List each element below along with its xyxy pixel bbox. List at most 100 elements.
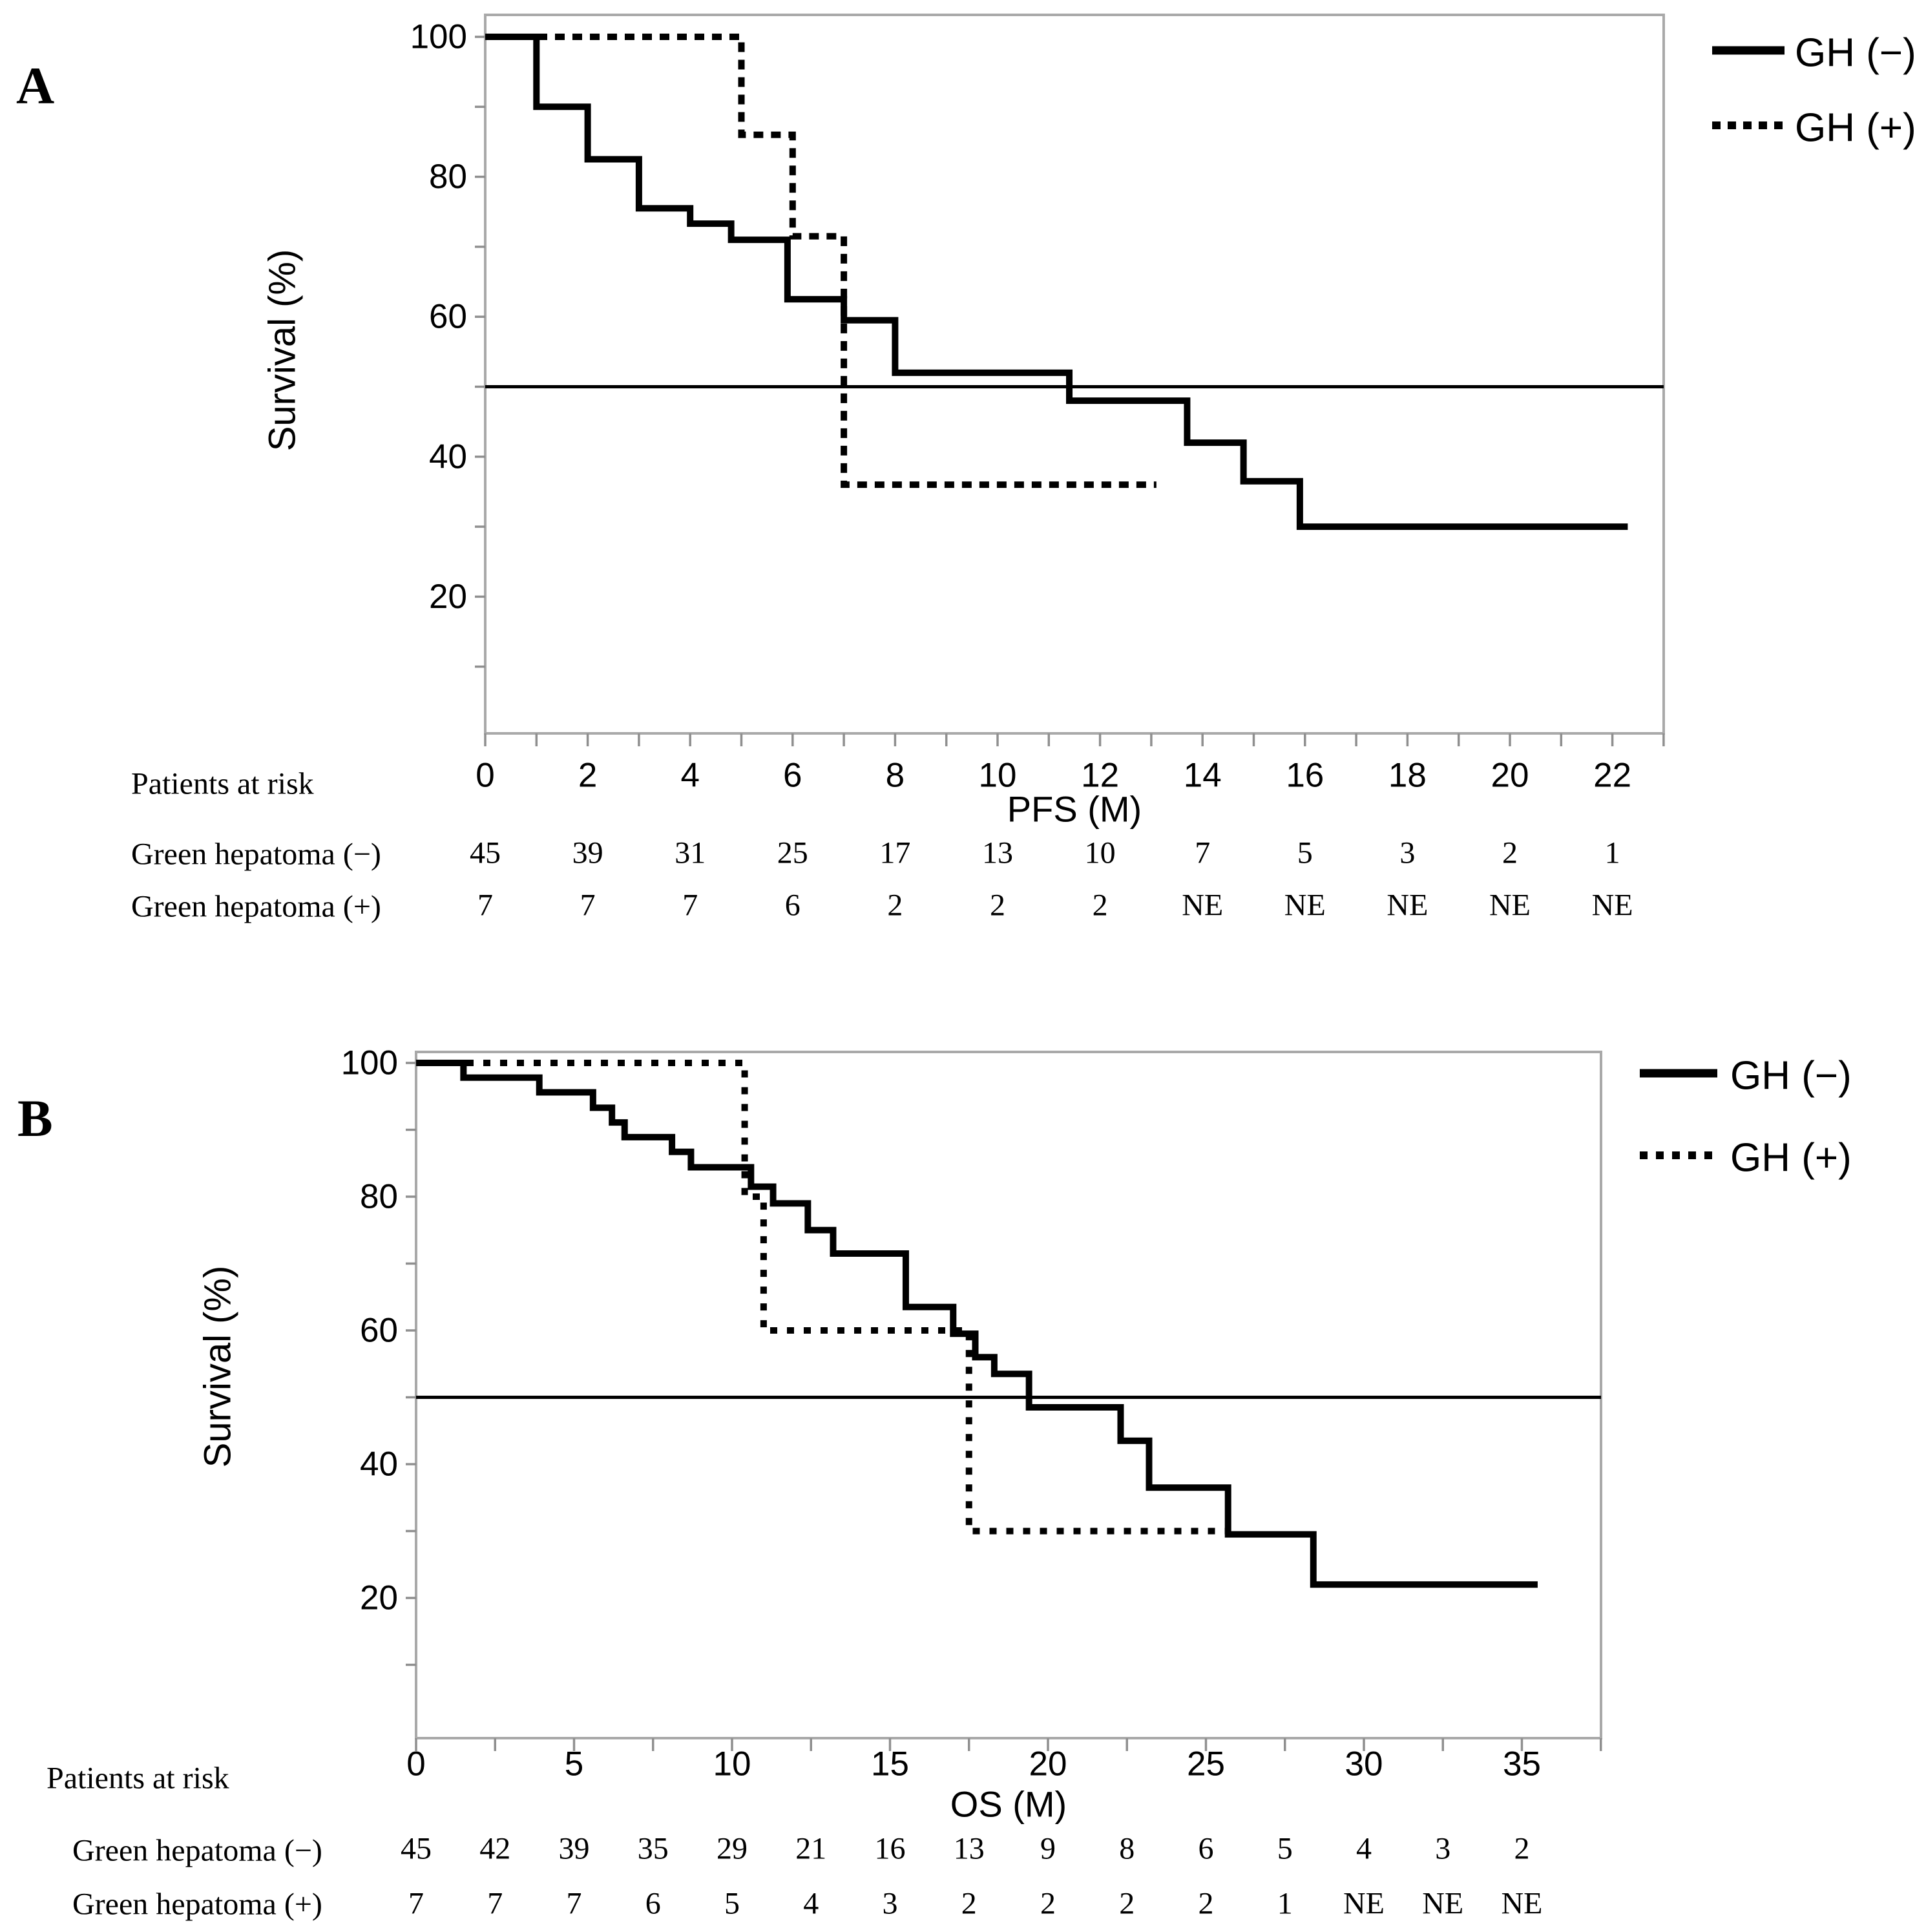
panel-B-risk-value-row0-t0: 45 xyxy=(401,1832,432,1866)
panel-B-risk-value-row1-t2.5: 7 xyxy=(487,1887,503,1921)
panel-B-x-tick-label-20: 20 xyxy=(1029,1745,1067,1783)
panel-B-risk-value-row1-t7.5: 6 xyxy=(645,1887,661,1921)
panel-A-risk-value-row1-t8: 2 xyxy=(887,888,903,923)
panel-a-risk-row-label-gh-negative: Green hepatoma (−) xyxy=(131,837,381,872)
panel-A-x-tick-label-12: 12 xyxy=(1081,757,1119,795)
panel-a-legend-label-gh-positive: GH (+) xyxy=(1795,105,1916,151)
panel-B-x-tick-label-25: 25 xyxy=(1187,1745,1225,1783)
panel-B-risk-value-row1-t17.5: 2 xyxy=(961,1887,977,1921)
panel-A-y-tick-label-60: 60 xyxy=(429,298,467,336)
panel-A-x-tick-label-20: 20 xyxy=(1491,757,1529,795)
panel-A-risk-value-row1-t20: NE xyxy=(1489,888,1531,923)
panel-B-risk-value-row1-t10: 5 xyxy=(724,1887,740,1921)
panel-A-x-tick-label-18: 18 xyxy=(1388,757,1427,795)
panel-B-y-tick-label-20: 20 xyxy=(360,1579,398,1617)
panel-b-patients-at-risk-title: Patients at risk xyxy=(47,1761,229,1796)
panel-B-risk-value-row0-t22.5: 8 xyxy=(1119,1832,1135,1866)
panel-B-curve-gh-negative xyxy=(416,1060,1538,1588)
panel-A-risk-value-row0-t18: 3 xyxy=(1399,836,1415,870)
panel-B-risk-value-row1-t22.5: 2 xyxy=(1119,1887,1135,1921)
panel-B-risk-value-row0-t20: 9 xyxy=(1040,1832,1056,1866)
panel-A-risk-value-row0-t12: 10 xyxy=(1085,836,1116,870)
panel-A-risk-value-row1-t4: 7 xyxy=(682,888,698,923)
panel-A-x-tick-label-2: 2 xyxy=(578,757,597,795)
panel-B-risk-value-row0-t35: 2 xyxy=(1514,1832,1530,1866)
panel-A-risk-value-row0-t4: 31 xyxy=(675,836,706,870)
panel-B-risk-value-row0-t32.5: 3 xyxy=(1435,1832,1450,1866)
panel-A-risk-value-row1-t0: 7 xyxy=(477,888,493,923)
panel-B-risk-value-row1-t35: NE xyxy=(1502,1887,1543,1921)
panel-B-risk-value-row0-t25: 6 xyxy=(1199,1832,1214,1866)
panel-B-risk-value-row0-t27.5: 5 xyxy=(1277,1832,1293,1866)
panel-B-risk-value-row0-t2.5: 42 xyxy=(479,1832,510,1866)
panel-a-letter: A xyxy=(16,56,55,115)
panel-A-risk-value-row0-t20: 2 xyxy=(1502,836,1518,870)
panel-a-x-axis-title: PFS (M) xyxy=(1007,788,1142,830)
panel-A-x-tick-label-4: 4 xyxy=(680,757,699,795)
panel-A-risk-value-row1-t22: NE xyxy=(1592,888,1633,923)
panel-A-risk-value-row1-t6: 6 xyxy=(785,888,801,923)
panel-A-x-tick-label-14: 14 xyxy=(1184,757,1222,795)
panel-b-x-axis-title: OS (M) xyxy=(950,1783,1067,1825)
panel-A-x-tick-label-8: 8 xyxy=(886,757,905,795)
panel-A-risk-value-row1-t10: 2 xyxy=(990,888,1005,923)
panel-A-risk-value-row0-t8: 17 xyxy=(879,836,910,870)
panel-a-risk-row-label-gh-positive: Green hepatoma (+) xyxy=(131,889,381,924)
panel-a-y-axis-title: Survival (%) xyxy=(261,249,304,452)
panel-B-x-tick-label-5: 5 xyxy=(565,1745,583,1783)
panel-B-risk-value-row1-t15: 3 xyxy=(883,1887,898,1921)
panel-B-x-tick-label-30: 30 xyxy=(1345,1745,1383,1783)
panel-A-y-tick-label-20: 20 xyxy=(429,578,467,616)
panel-a-legend-label-gh-negative: GH (−) xyxy=(1795,30,1916,76)
panel-A-risk-value-row1-t18: NE xyxy=(1387,888,1428,923)
panel-A-x-tick-label-22: 22 xyxy=(1593,757,1631,795)
panel-B-x-tick-label-10: 10 xyxy=(713,1745,751,1783)
panel-B-risk-value-row1-t25: 2 xyxy=(1199,1887,1214,1921)
panel-a-patients-at-risk-title: Patients at risk xyxy=(131,766,314,801)
panel-B-risk-value-row0-t17.5: 13 xyxy=(954,1832,985,1866)
panel-B-risk-value-row0-t10: 29 xyxy=(717,1832,748,1866)
panel-A-y-tick-label-100: 100 xyxy=(410,18,467,56)
panel-A-x-tick-label-10: 10 xyxy=(979,757,1017,795)
panel-B-risk-value-row0-t15: 16 xyxy=(875,1832,906,1866)
panel-A-risk-value-row1-t14: NE xyxy=(1182,888,1223,923)
panel-B-risk-value-row1-t12.5: 4 xyxy=(803,1887,819,1921)
panel-b-y-axis-title: Survival (%) xyxy=(196,1265,239,1468)
panel-B-x-tick-label-15: 15 xyxy=(871,1745,909,1783)
panel-B-risk-value-row1-t0: 7 xyxy=(408,1887,424,1921)
panel-A-risk-value-row0-t2: 39 xyxy=(572,836,603,870)
panel-A-risk-value-row0-t16: 5 xyxy=(1297,836,1313,870)
panel-A-x-tick-label-6: 6 xyxy=(783,757,802,795)
panel-A-x-tick-label-16: 16 xyxy=(1286,757,1324,795)
panel-A-risk-value-row1-t16: NE xyxy=(1284,888,1326,923)
panel-B-plot-frame xyxy=(415,1051,1602,1739)
panel-B-x-tick-label-0: 0 xyxy=(406,1745,425,1783)
panel-B-risk-value-row0-t5: 39 xyxy=(559,1832,590,1866)
panel-b-legend-label-gh-positive: GH (+) xyxy=(1730,1135,1852,1181)
panel-A-curve-gh-positive xyxy=(485,34,1157,488)
panel-A-risk-value-row0-t6: 25 xyxy=(777,836,808,870)
panel-A-risk-value-row0-t14: 7 xyxy=(1195,836,1210,870)
panel-A-curve-gh-negative xyxy=(485,34,1628,530)
panel-B-risk-value-row1-t27.5: 1 xyxy=(1277,1887,1293,1921)
panel-A-x-tick-label-0: 0 xyxy=(476,757,494,795)
panel-B-risk-value-row0-t30: 4 xyxy=(1356,1832,1372,1866)
panel-B-y-tick-label-40: 40 xyxy=(360,1445,398,1484)
panel-A-risk-value-row1-t12: 2 xyxy=(1093,888,1108,923)
panel-B-risk-value-row1-t30: NE xyxy=(1343,1887,1385,1921)
panel-A-risk-value-row0-t22: 1 xyxy=(1605,836,1620,870)
panel-b-legend-label-gh-negative: GH (−) xyxy=(1730,1053,1852,1098)
panel-A-risk-value-row1-t2: 7 xyxy=(580,888,596,923)
panel-b-risk-row-label-gh-positive: Green hepatoma (+) xyxy=(72,1887,322,1922)
panel-b-letter: B xyxy=(17,1089,53,1148)
panel-B-risk-value-row0-t7.5: 35 xyxy=(638,1832,669,1866)
panel-A-risk-value-row0-t0: 45 xyxy=(470,836,501,870)
panel-B-risk-value-row0-t12.5: 21 xyxy=(795,1832,826,1866)
panel-B-curve-gh-positive xyxy=(416,1060,1225,1535)
panel-A-risk-value-row0-t10: 13 xyxy=(982,836,1013,870)
panel-A-y-tick-label-40: 40 xyxy=(429,437,467,476)
panel-A-plot-frame xyxy=(484,14,1665,735)
panel-B-y-tick-label-60: 60 xyxy=(360,1312,398,1350)
panel-B-risk-value-row1-t20: 2 xyxy=(1040,1887,1056,1921)
